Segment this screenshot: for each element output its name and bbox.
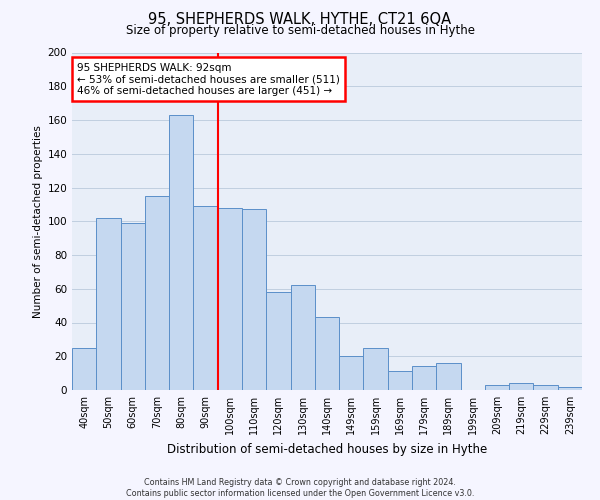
Bar [558,386,582,390]
Bar [485,385,509,390]
Bar [169,115,193,390]
X-axis label: Distribution of semi-detached houses by size in Hythe: Distribution of semi-detached houses by … [167,442,487,456]
Bar [388,372,412,390]
Bar [339,356,364,390]
Text: Size of property relative to semi-detached houses in Hythe: Size of property relative to semi-detach… [125,24,475,37]
Text: 95, SHEPHERDS WALK, HYTHE, CT21 6QA: 95, SHEPHERDS WALK, HYTHE, CT21 6QA [148,12,452,28]
Bar [242,210,266,390]
Bar [509,383,533,390]
Bar [96,218,121,390]
Bar [412,366,436,390]
Bar [145,196,169,390]
Bar [315,318,339,390]
Bar [290,286,315,390]
Bar [193,206,218,390]
Text: Contains HM Land Registry data © Crown copyright and database right 2024.
Contai: Contains HM Land Registry data © Crown c… [126,478,474,498]
Bar [364,348,388,390]
Y-axis label: Number of semi-detached properties: Number of semi-detached properties [33,125,43,318]
Bar [72,348,96,390]
Bar [533,385,558,390]
Text: 95 SHEPHERDS WALK: 92sqm
← 53% of semi-detached houses are smaller (511)
46% of : 95 SHEPHERDS WALK: 92sqm ← 53% of semi-d… [77,62,340,96]
Bar [218,208,242,390]
Bar [121,223,145,390]
Bar [436,363,461,390]
Bar [266,292,290,390]
